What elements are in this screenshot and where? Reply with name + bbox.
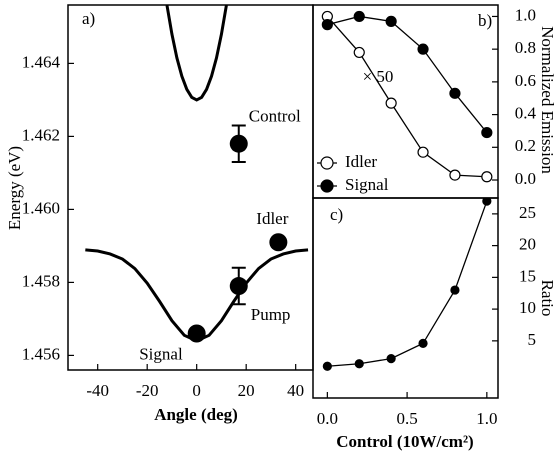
- y-tick-label: 25: [519, 203, 536, 222]
- plot-area: [321, 10, 493, 183]
- legend-label: Signal: [345, 175, 389, 194]
- series-marker: [353, 10, 365, 23]
- panel-frame: [312, 197, 499, 399]
- x-tick-label: -20: [136, 381, 159, 400]
- y-tick-label: 1.462: [22, 125, 60, 144]
- series-marker: [417, 146, 429, 158]
- series-marker: [385, 15, 397, 27]
- state-point: [187, 324, 206, 343]
- point-label: Pump: [251, 305, 291, 324]
- legend-marker: [320, 179, 334, 193]
- x-tick-label: 40: [287, 381, 304, 400]
- series-marker: [418, 338, 428, 348]
- series-marker: [322, 361, 332, 371]
- panel-label: b): [478, 11, 492, 30]
- x-tick-label: 1.0: [476, 409, 497, 428]
- y-tick-label: 1.456: [22, 344, 60, 363]
- x-tick-label: 0.0: [317, 409, 338, 428]
- y-tick-label: 20: [519, 235, 536, 254]
- y-tick-label: 0.6: [515, 71, 536, 90]
- panel-label: a): [82, 9, 95, 28]
- y-tick-label: 1.458: [22, 271, 60, 290]
- y-tick-label: 0.4: [515, 103, 537, 122]
- series-marker: [321, 19, 333, 31]
- state-point: [229, 277, 248, 296]
- panel-label: c): [330, 205, 343, 224]
- y-tick-label: 0.2: [515, 136, 536, 155]
- state-point: [229, 134, 248, 153]
- state-point: [269, 233, 288, 252]
- x-axis-title: Angle (deg): [154, 405, 238, 424]
- series-line: [327, 200, 488, 367]
- legend-label: Idler: [345, 152, 377, 171]
- y-axis-title: Normalized Emission: [538, 26, 557, 174]
- y-tick-label: 0.0: [515, 169, 536, 188]
- y-tick-label: 5: [528, 330, 537, 349]
- legend-marker: [320, 156, 334, 170]
- series-marker: [385, 97, 397, 109]
- x-tick-label: 0: [192, 381, 201, 400]
- y-tick-label: 1.0: [515, 5, 536, 24]
- annotation: × 50: [363, 67, 394, 86]
- series-marker: [386, 354, 396, 364]
- y-tick-label: 1.460: [22, 198, 60, 217]
- plot-area: [322, 198, 492, 371]
- series-marker: [481, 171, 493, 183]
- y-axis-title: Ratio: [538, 280, 557, 317]
- series-marker: [482, 198, 492, 206]
- plot-area: [85, 5, 309, 343]
- series-line: [327, 15, 488, 133]
- x-tick-label: 20: [238, 381, 255, 400]
- x-tick-label: -40: [86, 381, 109, 400]
- series-marker: [450, 285, 460, 295]
- series-marker: [354, 359, 364, 369]
- series-marker: [449, 169, 461, 181]
- y-tick-label: 1.464: [22, 52, 61, 71]
- series-marker: [417, 43, 429, 55]
- x-axis-title: Control (10W/cm²): [336, 432, 473, 451]
- dispersion-curve: [165, 5, 228, 102]
- point-label: Signal: [139, 344, 183, 363]
- y-tick-label: 10: [519, 298, 536, 317]
- point-label: Idler: [256, 209, 288, 228]
- x-tick-label: 0.5: [396, 409, 417, 428]
- y-tick-label: 0.8: [515, 38, 536, 57]
- y-tick-label: 15: [519, 266, 536, 285]
- series-marker: [353, 46, 365, 59]
- series-marker: [449, 87, 461, 99]
- point-label: Control: [249, 107, 301, 126]
- series-marker: [481, 126, 493, 139]
- y-axis-title: Energy (eV): [5, 146, 24, 230]
